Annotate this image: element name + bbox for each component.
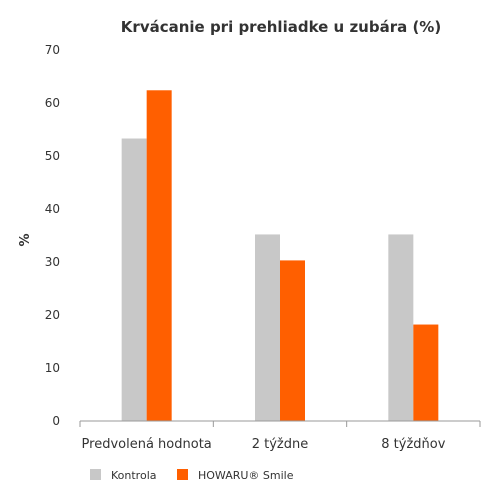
legend-label: Kontrola: [111, 469, 157, 482]
x-axis-ticks: Predvolená hodnota 2 týždne 8 týždňov: [79, 421, 481, 452]
bar-kontrola: [255, 234, 280, 421]
x-category-label: Predvolená hodnota: [82, 437, 212, 452]
bar-kontrola: [121, 138, 147, 421]
x-category-label: 8 týždňov: [381, 437, 445, 452]
y-tick-label: 30: [45, 255, 60, 269]
y-tick-label: 0: [52, 414, 60, 428]
y-tick-label: 50: [45, 149, 60, 163]
y-tick-label: 20: [45, 308, 60, 322]
bar-howaru-smile: [146, 90, 172, 421]
bar-series: [121, 90, 439, 421]
y-tick-label: 40: [45, 202, 60, 216]
y-tick-label: 70: [45, 43, 60, 57]
legend-swatch: [90, 469, 101, 480]
legend: Kontrola HOWARU® Smile: [90, 469, 294, 482]
y-axis-ticks: 0 10 20 30 40 50 60 70: [45, 43, 60, 428]
legend-label: HOWARU® Smile: [198, 469, 294, 482]
bar-kontrola: [388, 234, 414, 421]
y-axis-label: %: [18, 233, 33, 246]
y-tick-label: 10: [45, 361, 60, 375]
bar-howaru-smile: [413, 324, 439, 421]
y-tick-label: 60: [45, 96, 60, 110]
chart-title: Krvácanie pri prehliadke u zubára (%): [121, 18, 441, 36]
bar-howaru-smile: [280, 260, 305, 421]
x-category-label: 2 týždne: [252, 437, 309, 452]
legend-swatch: [177, 469, 188, 480]
